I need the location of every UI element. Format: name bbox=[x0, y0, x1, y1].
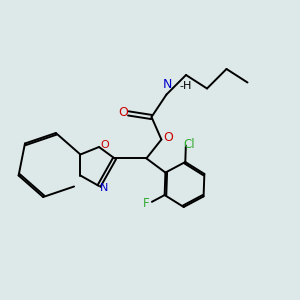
Text: O: O bbox=[100, 140, 109, 150]
Text: N: N bbox=[162, 78, 172, 91]
Text: O: O bbox=[163, 131, 173, 144]
Text: N: N bbox=[100, 183, 109, 193]
Text: O: O bbox=[118, 106, 128, 119]
Text: Cl: Cl bbox=[184, 138, 195, 151]
Text: F: F bbox=[143, 196, 150, 209]
Text: -H: -H bbox=[179, 81, 191, 91]
